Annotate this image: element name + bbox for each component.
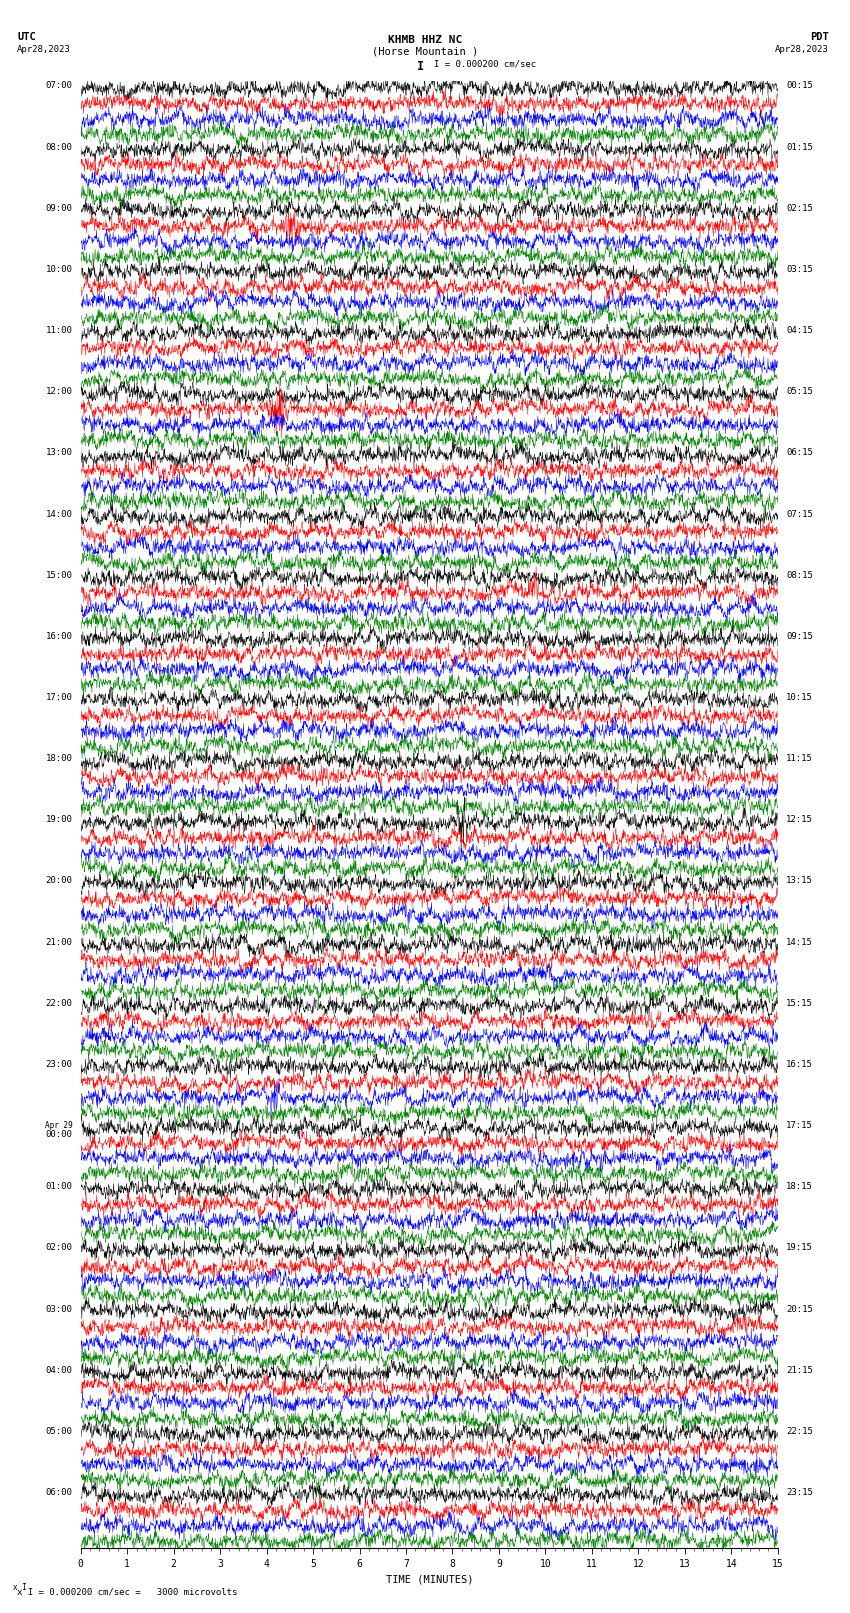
Text: 21:00: 21:00 <box>46 937 72 947</box>
Text: 07:15: 07:15 <box>786 510 813 518</box>
Text: (Horse Mountain ): (Horse Mountain ) <box>371 47 478 56</box>
Text: 21:15: 21:15 <box>786 1366 813 1374</box>
Text: 14:00: 14:00 <box>46 510 72 518</box>
Text: 00:00: 00:00 <box>46 1131 72 1139</box>
Text: 12:00: 12:00 <box>46 387 72 397</box>
Text: 23:00: 23:00 <box>46 1060 72 1069</box>
Text: 23:15: 23:15 <box>786 1489 813 1497</box>
Text: 04:00: 04:00 <box>46 1366 72 1374</box>
Text: 09:15: 09:15 <box>786 632 813 640</box>
Text: 15:00: 15:00 <box>46 571 72 579</box>
Text: Apr28,2023: Apr28,2023 <box>17 45 71 55</box>
Text: 06:00: 06:00 <box>46 1489 72 1497</box>
Text: 08:15: 08:15 <box>786 571 813 579</box>
Text: 22:15: 22:15 <box>786 1428 813 1436</box>
Text: 20:00: 20:00 <box>46 876 72 886</box>
X-axis label: TIME (MINUTES): TIME (MINUTES) <box>386 1574 473 1584</box>
Text: Apr28,2023: Apr28,2023 <box>775 45 829 55</box>
Text: 19:15: 19:15 <box>786 1244 813 1252</box>
Text: 17:00: 17:00 <box>46 694 72 702</box>
Text: 06:15: 06:15 <box>786 448 813 458</box>
Text: 05:15: 05:15 <box>786 387 813 397</box>
Text: KHMB HHZ NC: KHMB HHZ NC <box>388 35 462 45</box>
Text: 07:00: 07:00 <box>46 81 72 90</box>
Text: 02:15: 02:15 <box>786 203 813 213</box>
Text: 02:00: 02:00 <box>46 1244 72 1252</box>
Text: UTC: UTC <box>17 32 36 42</box>
Text: 15:15: 15:15 <box>786 998 813 1008</box>
Text: 12:15: 12:15 <box>786 815 813 824</box>
Text: 16:15: 16:15 <box>786 1060 813 1069</box>
Text: PDT: PDT <box>810 32 829 42</box>
Text: 11:00: 11:00 <box>46 326 72 336</box>
Text: I: I <box>417 60 424 73</box>
Text: 03:15: 03:15 <box>786 265 813 274</box>
Text: 18:15: 18:15 <box>786 1182 813 1192</box>
Text: 01:15: 01:15 <box>786 142 813 152</box>
Text: 22:00: 22:00 <box>46 998 72 1008</box>
Text: Apr 29: Apr 29 <box>45 1121 72 1131</box>
Text: 19:00: 19:00 <box>46 815 72 824</box>
Text: 08:00: 08:00 <box>46 142 72 152</box>
Text: I = 0.000200 cm/sec: I = 0.000200 cm/sec <box>434 60 536 69</box>
Text: 18:00: 18:00 <box>46 755 72 763</box>
Text: 01:00: 01:00 <box>46 1182 72 1192</box>
Text: 10:00: 10:00 <box>46 265 72 274</box>
Text: 00:15: 00:15 <box>786 81 813 90</box>
Text: 11:15: 11:15 <box>786 755 813 763</box>
Text: 03:00: 03:00 <box>46 1305 72 1313</box>
Text: 13:15: 13:15 <box>786 876 813 886</box>
Text: 17:15: 17:15 <box>786 1121 813 1131</box>
Text: 13:00: 13:00 <box>46 448 72 458</box>
Text: 09:00: 09:00 <box>46 203 72 213</box>
Text: x I = 0.000200 cm/sec =   3000 microvolts: x I = 0.000200 cm/sec = 3000 microvolts <box>17 1587 237 1597</box>
Text: 10:15: 10:15 <box>786 694 813 702</box>
Text: x I: x I <box>13 1582 26 1592</box>
Text: 04:15: 04:15 <box>786 326 813 336</box>
Text: 20:15: 20:15 <box>786 1305 813 1313</box>
Text: 05:00: 05:00 <box>46 1428 72 1436</box>
Text: 16:00: 16:00 <box>46 632 72 640</box>
Text: 14:15: 14:15 <box>786 937 813 947</box>
